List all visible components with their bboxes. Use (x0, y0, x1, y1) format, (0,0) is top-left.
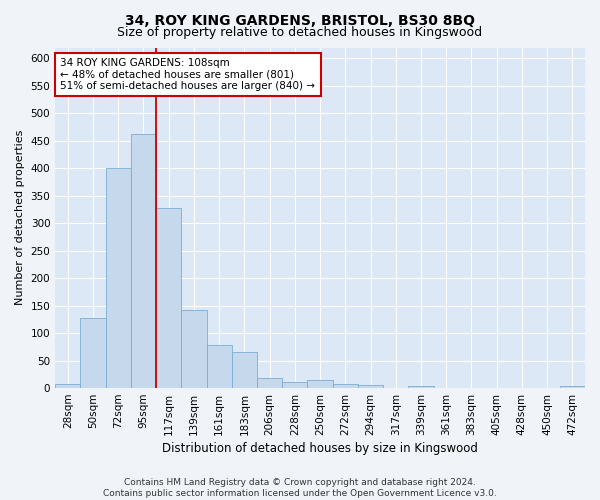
Bar (232, 352, 257, 388)
Bar (106, 168, 131, 388)
Text: 34, ROY KING GARDENS, BRISTOL, BS30 8BQ: 34, ROY KING GARDENS, BRISTOL, BS30 8BQ (125, 14, 475, 28)
Bar (206, 344, 232, 388)
Bar (409, 386, 434, 388)
Bar (282, 382, 307, 388)
Text: 34 ROY KING GARDENS: 108sqm
← 48% of detached houses are smaller (801)
51% of se: 34 ROY KING GARDENS: 108sqm ← 48% of det… (61, 58, 316, 91)
Bar (156, 208, 181, 388)
Bar (55, 384, 80, 388)
Text: Contains HM Land Registry data © Crown copyright and database right 2024.
Contai: Contains HM Land Registry data © Crown c… (103, 478, 497, 498)
Bar (307, 380, 332, 388)
Bar (131, 134, 156, 388)
Bar (358, 386, 383, 388)
Bar (181, 310, 206, 388)
Bar (560, 386, 585, 388)
Bar (332, 384, 358, 388)
Bar (80, 318, 106, 388)
X-axis label: Distribution of detached houses by size in Kingswood: Distribution of detached houses by size … (162, 442, 478, 455)
Bar (257, 378, 282, 388)
Y-axis label: Number of detached properties: Number of detached properties (15, 130, 25, 306)
Text: Size of property relative to detached houses in Kingswood: Size of property relative to detached ho… (118, 26, 482, 39)
